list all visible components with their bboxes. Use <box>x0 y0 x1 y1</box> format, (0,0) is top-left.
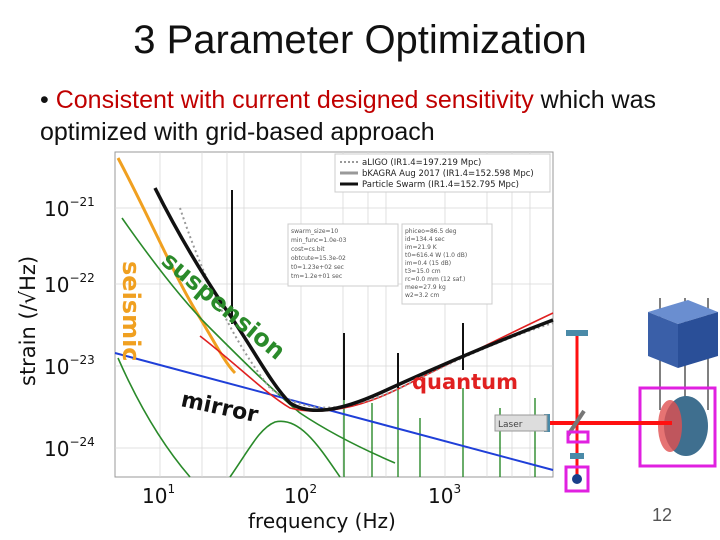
plot-grid <box>115 152 553 477</box>
svg-text:im=21.9 K: im=21.9 K <box>405 244 438 251</box>
legend-bkagra: bKAGRA Aug 2017 (IR1.4=152.598 Mpc) <box>362 169 534 179</box>
legend-box <box>334 153 551 193</box>
detector-highlight <box>564 465 590 493</box>
splitter-highlight <box>566 430 590 444</box>
sensitivity-plot: aLIGO (IR1.4=197.219 Mpc) bKAGRA Aug 201… <box>16 151 554 533</box>
x-tick-labels: 101 102 103 <box>142 482 461 508</box>
bullet-highlight: Consistent with current designed sensiti… <box>55 86 534 114</box>
bullet-marker: • <box>40 86 49 114</box>
param-box-left <box>287 223 399 287</box>
y-tick-label: 10−22 <box>44 271 95 297</box>
svg-text:t0=616.4 W (1.0 dB): t0=616.4 W (1.0 dB) <box>405 252 467 259</box>
svg-text:w2=3.2 cm: w2=3.2 cm <box>405 292 440 299</box>
slide-title: 3 Parameter Optimization <box>133 18 587 62</box>
mirror-highlight-box <box>638 386 717 468</box>
label-quantum: quantum <box>412 370 518 394</box>
mirror-face <box>658 400 682 452</box>
param-box-left-text: swarm_size=10 min_func=1.0e-03 cost=cs.b… <box>291 228 347 280</box>
x-tick-label: 101 <box>142 482 175 508</box>
svg-text:rc=0.0 mm (12 saf.): rc=0.0 mm (12 saf.) <box>405 276 465 283</box>
lower-mirror-icon <box>570 453 584 459</box>
param-box-right-text: phiceo=86.5 deg id=134.4 sec im=21.9 K t… <box>405 228 467 299</box>
suspension-curve-3 <box>229 420 341 478</box>
x-tick-label: 102 <box>284 482 317 508</box>
mass-front <box>648 312 678 368</box>
y-axis-label: strain (/√Hz) <box>16 256 40 386</box>
plot-frame <box>114 151 554 478</box>
svg-text:t3=15.0 cm: t3=15.0 cm <box>405 268 441 275</box>
svg-text:id=134.4 sec: id=134.4 sec <box>405 236 445 243</box>
bullet-rest: which was optimized with grid-based appr… <box>40 86 656 146</box>
svg-text:cost=cs.bit: cost=cs.bit <box>291 246 325 253</box>
mass-top <box>648 300 718 324</box>
svg-text:t0=1.23e+02 sec: t0=1.23e+02 sec <box>291 264 344 271</box>
svg-text:mee=27.9 kg: mee=27.9 kg <box>405 284 446 291</box>
top-mirror-icon <box>566 330 588 336</box>
legend-particle-swarm: Particle Swarm (IR1.4=152.795 Mpc) <box>362 180 519 190</box>
label-seismic: seismic <box>117 261 145 362</box>
svg-text:obtcute=15.3e-02: obtcute=15.3e-02 <box>291 255 346 262</box>
y-tick-labels: 10−21 10−22 10−23 10−24 <box>44 195 95 461</box>
param-box-right <box>401 223 493 305</box>
total-curve <box>153 187 554 413</box>
photodetector-icon <box>572 474 582 484</box>
seismic-curve <box>116 157 237 375</box>
suspension-curve-2 <box>117 357 191 478</box>
svg-text:swarm_size=10: swarm_size=10 <box>291 228 338 235</box>
mass-side <box>678 312 718 368</box>
y-tick-label: 10−24 <box>44 435 95 461</box>
x-axis-label: frequency (Hz) <box>248 509 396 533</box>
legend-aligo: aLIGO (IR1.4=197.219 Mpc) <box>362 158 481 168</box>
page-number: 12 <box>652 505 673 525</box>
svg-text:min_func=1.0e-03: min_func=1.0e-03 <box>291 237 347 244</box>
mirror-curve <box>114 352 554 471</box>
interferometer-diagram: Laser <box>494 298 718 493</box>
y-tick-label: 10−23 <box>44 353 95 379</box>
svg-text:phiceo=86.5 deg: phiceo=86.5 deg <box>405 228 457 235</box>
svg-text:im=0.4 (15 dB): im=0.4 (15 dB) <box>405 260 451 267</box>
suspension-curve <box>121 217 396 464</box>
y-tick-label: 10−21 <box>44 195 95 221</box>
bullet-text: • Consistent with current designed sensi… <box>40 84 710 148</box>
total-peaks <box>231 190 464 400</box>
laser-label: Laser <box>498 420 523 430</box>
svg-text:tm=1.2e+01 sec: tm=1.2e+01 sec <box>291 273 342 280</box>
x-tick-label: 103 <box>428 482 461 508</box>
laser-box <box>494 414 548 432</box>
